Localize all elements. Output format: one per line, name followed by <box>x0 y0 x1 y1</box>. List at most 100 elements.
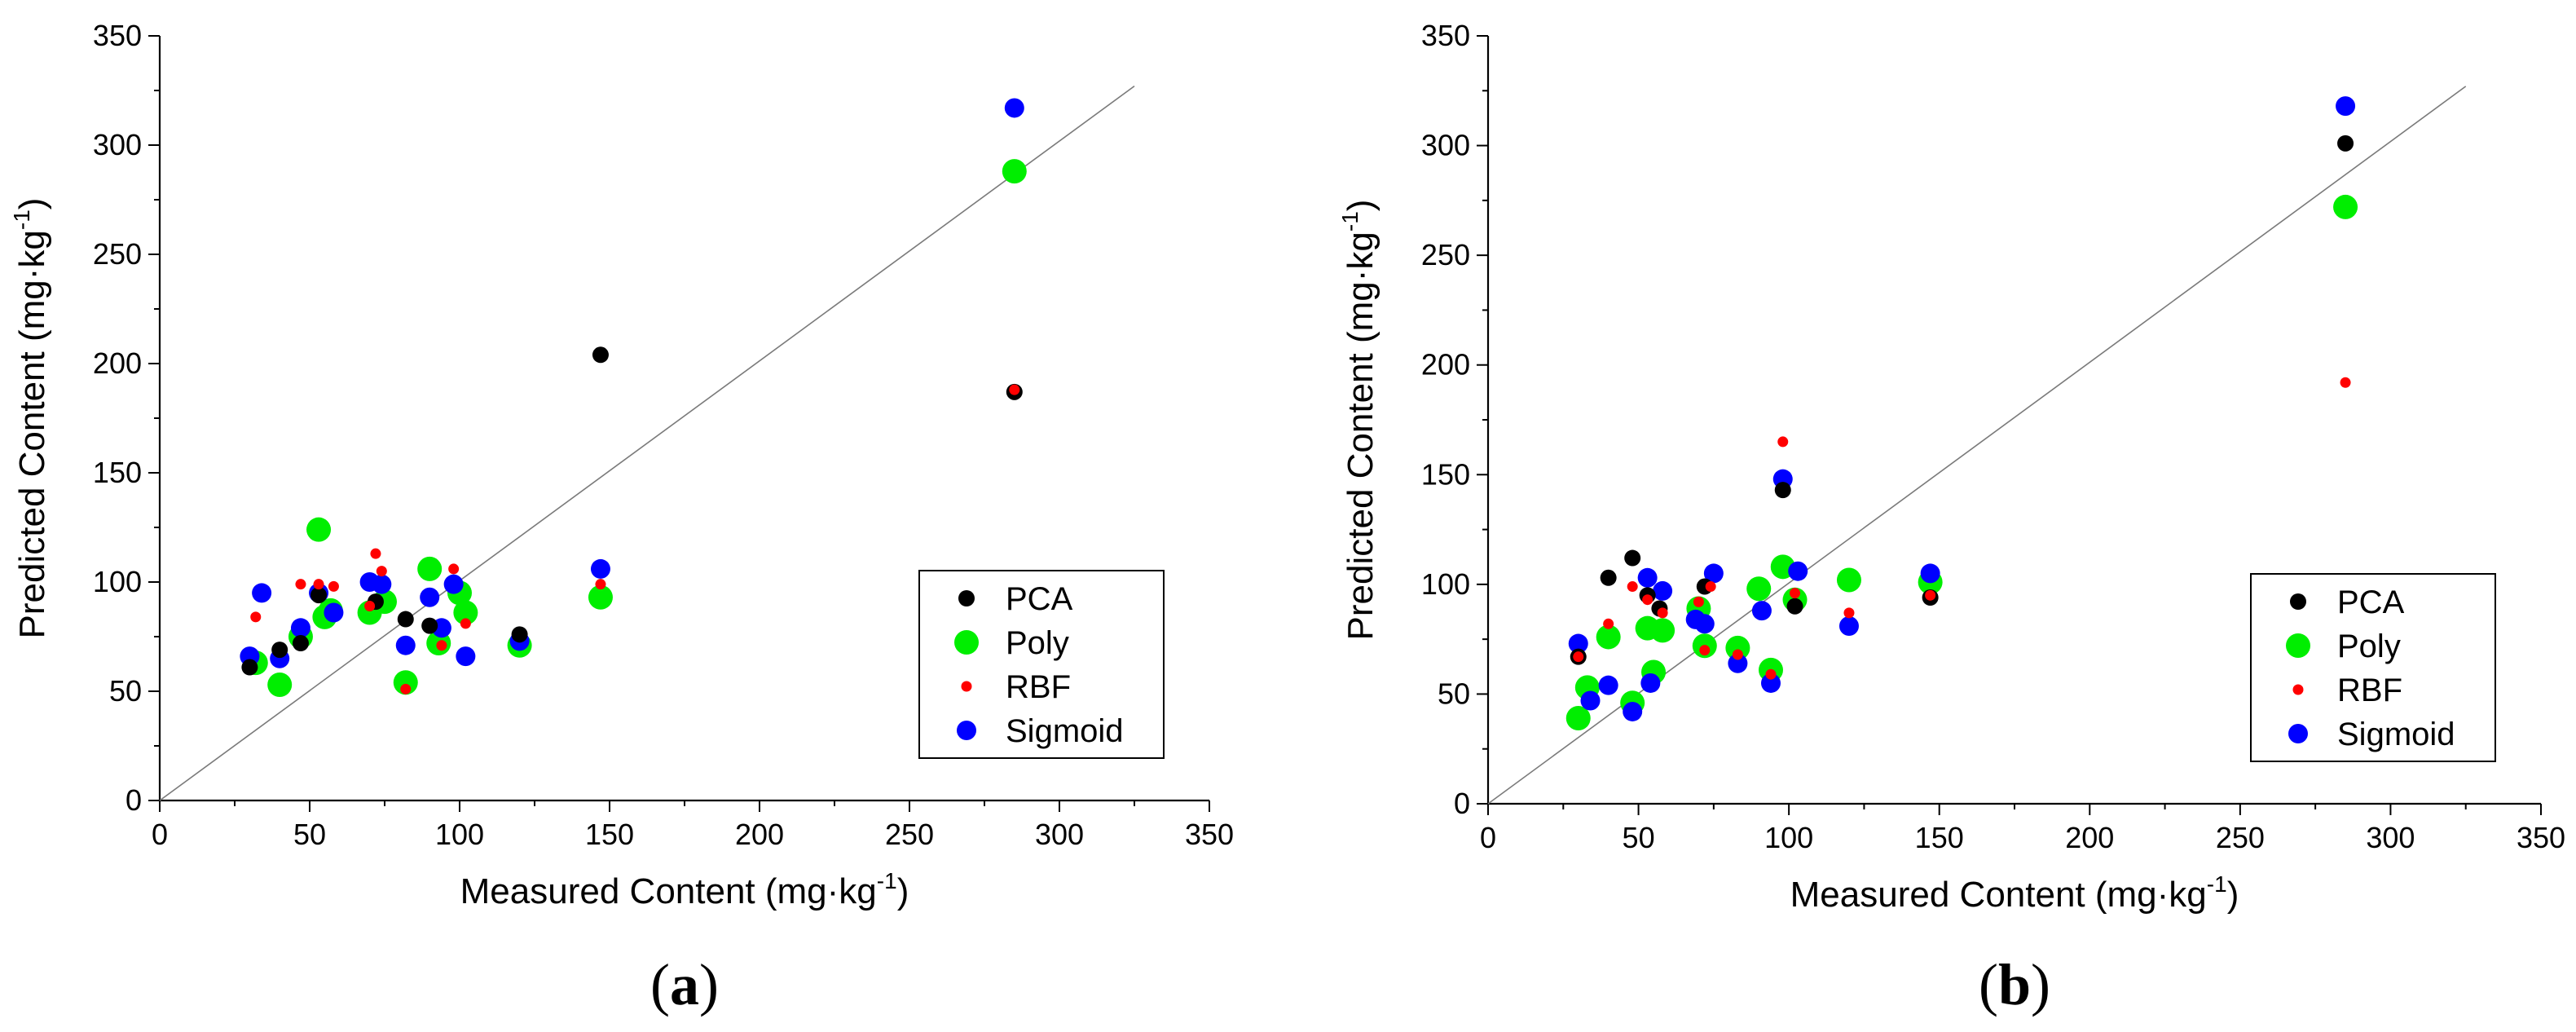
y-axis-title: Predicted Content (mg·kg-1) <box>9 198 52 639</box>
data-point-poly <box>417 556 443 581</box>
data-point-rbf <box>1009 384 1020 395</box>
data-point-pca <box>271 642 288 659</box>
data-point-sigmoid <box>1703 563 1724 584</box>
data-point-sigmoid <box>290 618 310 638</box>
x-tick-label: 0 <box>152 818 168 851</box>
data-point-poly <box>1725 635 1750 660</box>
legend-label-pca: PCA <box>2337 584 2405 620</box>
x-tick-label: 50 <box>1623 821 1655 854</box>
data-point-rbf <box>313 579 324 590</box>
data-point-pca <box>1624 549 1641 567</box>
data-point-rbf <box>370 548 381 559</box>
y-tick-label: 100 <box>1421 567 1470 601</box>
data-point-poly <box>1596 624 1621 650</box>
y-tick-label: 0 <box>125 783 142 817</box>
data-point-rbf <box>1705 581 1716 593</box>
data-point-rbf <box>595 579 606 590</box>
data-point-pca <box>511 626 528 643</box>
data-point-rbf <box>1627 581 1638 593</box>
data-point-rbf <box>400 683 412 695</box>
data-point-poly <box>306 517 332 542</box>
x-axis-title: Measured Content (mg·kg-1) <box>1790 871 2239 915</box>
data-point-rbf <box>1843 607 1855 619</box>
x-tick-label: 300 <box>1035 818 1084 851</box>
legend: PCA Poly RBF Sigmoid <box>918 570 1165 759</box>
legend-marker-pca <box>958 590 975 606</box>
data-point-rbf <box>1603 618 1614 629</box>
data-point-sigmoid <box>1788 561 1808 581</box>
data-point-rbf <box>436 640 447 651</box>
data-point-sigmoid <box>1598 675 1618 695</box>
chart-panel-b: 0 50 100 150 200 250 300 350 0 50 100 150 200 250 300 3… <box>1328 0 2576 1032</box>
data-point-pca <box>1774 482 1791 499</box>
data-point-poly <box>453 600 478 625</box>
data-point-rbf <box>1657 607 1668 619</box>
y-tick-label: 300 <box>1421 129 1470 162</box>
data-point-sigmoid <box>1751 601 1772 621</box>
data-point-rbf <box>460 618 471 629</box>
data-point-sigmoid <box>1568 633 1588 654</box>
data-point-rbf <box>1699 645 1711 656</box>
x-tick-label: 350 <box>1185 818 1234 851</box>
series-pca <box>1570 135 2354 665</box>
data-point-sigmoid <box>1838 615 1859 636</box>
legend-marker-rbf <box>2292 684 2304 695</box>
data-point-poly <box>1565 706 1591 731</box>
legend-label-poly: Poly <box>2337 628 2401 664</box>
data-point-pca <box>421 617 438 634</box>
y-axis-title: Predicted Content (mg·kg-1) <box>1337 200 1380 641</box>
data-point-sigmoid <box>1653 580 1673 601</box>
data-point-poly <box>1650 618 1676 643</box>
data-point-sigmoid <box>1580 690 1601 711</box>
legend-label-rbf: RBF <box>2337 673 2402 708</box>
data-point-sigmoid <box>1623 701 1643 721</box>
legend-marker-rbf <box>961 681 972 692</box>
data-point-sigmoid <box>395 635 416 655</box>
series-poly <box>243 159 1027 697</box>
x-tick-label: 50 <box>293 818 326 851</box>
data-point-rbf <box>1790 588 1801 599</box>
data-point-sigmoid <box>590 558 610 579</box>
legend-label-sigmoid: Sigmoid <box>1006 713 1124 749</box>
data-point-poly <box>1836 567 1861 593</box>
data-point-pca <box>292 635 309 652</box>
data-point-sigmoid <box>2336 96 2356 117</box>
chart-panel-a: 0 50 100 150 200 250 300 350 0 50 100 150 200 250 300 3… <box>9 19 1234 1017</box>
y-tick-label: 150 <box>93 456 142 489</box>
y-tick-label: 250 <box>1421 238 1470 271</box>
legend-label-sigmoid: Sigmoid <box>2337 717 2455 752</box>
data-point-sigmoid <box>1694 614 1715 634</box>
data-point-poly <box>393 670 418 695</box>
data-point-sigmoid <box>443 574 464 594</box>
x-tick-label: 200 <box>735 818 784 851</box>
data-point-poly <box>267 672 293 697</box>
y-tick-label: 300 <box>93 128 142 161</box>
data-point-rbf <box>448 563 460 575</box>
data-point-sigmoid <box>324 602 344 623</box>
x-tick-label: 350 <box>2517 821 2565 854</box>
legend-marker-pca <box>2290 593 2306 610</box>
data-point-sigmoid <box>1004 98 1024 118</box>
data-point-rbf <box>1642 594 1653 606</box>
data-point-rbf <box>364 600 376 611</box>
x-tick-label: 150 <box>585 818 634 851</box>
legend-label-rbf: RBF <box>1006 669 1071 705</box>
x-tick-label: 250 <box>885 818 934 851</box>
series-poly <box>1565 194 2358 731</box>
legend: PCA Poly RBF Sigmoid <box>2250 573 2496 762</box>
y-tick-label: 350 <box>93 19 142 52</box>
data-point-pca <box>1600 569 1617 586</box>
legend-label-poly: Poly <box>1006 625 1069 661</box>
x-tick-label: 0 <box>1480 821 1496 854</box>
data-point-pca <box>241 659 258 676</box>
data-point-rbf <box>1573 651 1584 663</box>
legend-marker-poly <box>954 630 979 655</box>
series-sigmoid <box>1568 96 2356 721</box>
panel-label: (b) <box>1979 952 2050 1017</box>
legend-marker-sigmoid <box>957 721 976 740</box>
data-point-rbf <box>1765 668 1777 680</box>
data-point-sigmoid <box>1920 563 1940 584</box>
data-point-pca <box>1786 598 1803 615</box>
data-point-poly <box>2333 194 2358 219</box>
legend-marker-sigmoid <box>2288 724 2308 743</box>
